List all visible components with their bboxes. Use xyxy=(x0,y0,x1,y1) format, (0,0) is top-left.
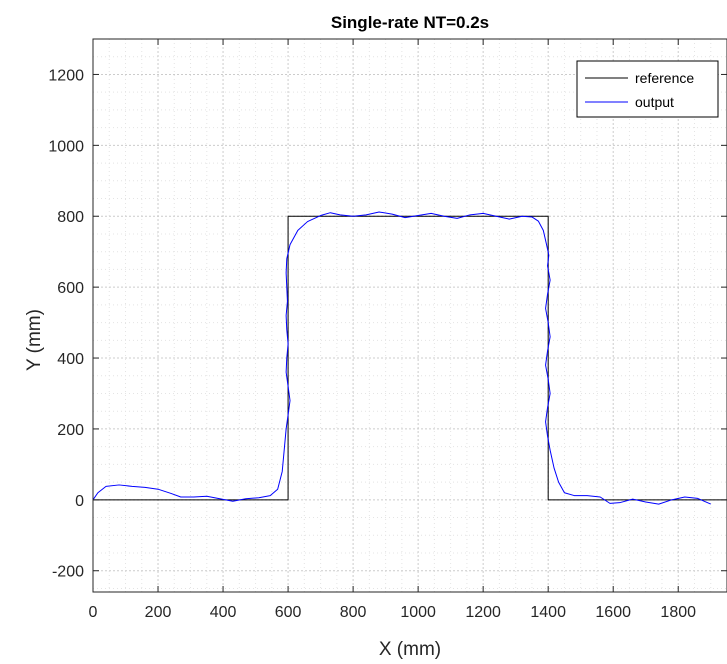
legend-label-output: output xyxy=(635,94,674,110)
x-tick-label: 1800 xyxy=(660,604,696,621)
plot-area xyxy=(93,39,727,592)
legend: reference output xyxy=(577,61,718,117)
y-tick-label: 1000 xyxy=(48,138,84,155)
x-tick-label: 400 xyxy=(210,604,237,621)
y-tick-label: 400 xyxy=(57,351,84,368)
x-tick-label: 200 xyxy=(145,604,172,621)
x-tick-label: 1600 xyxy=(595,604,631,621)
legend-label-reference: reference xyxy=(635,70,694,86)
y-tick-label: 1200 xyxy=(48,67,84,84)
x-axis-label: X (mm) xyxy=(379,639,441,660)
y-tick-label: 800 xyxy=(57,209,84,226)
y-axis-label: Y (mm) xyxy=(24,309,45,371)
chart-title: Single-rate NT=0.2s xyxy=(331,13,489,32)
y-tick-label: -200 xyxy=(52,564,84,581)
y-tick-label: 200 xyxy=(57,422,84,439)
x-tick-label: 1000 xyxy=(400,604,436,621)
plot-background xyxy=(93,39,727,592)
y-tick-label: 600 xyxy=(57,280,84,297)
x-tick-label: 600 xyxy=(275,604,302,621)
x-tick-label: 0 xyxy=(89,604,98,621)
y-tick-label: 0 xyxy=(75,493,84,510)
x-tick-label: 1400 xyxy=(530,604,566,621)
x-tick-label: 800 xyxy=(340,604,367,621)
x-tick-label: 1200 xyxy=(465,604,501,621)
